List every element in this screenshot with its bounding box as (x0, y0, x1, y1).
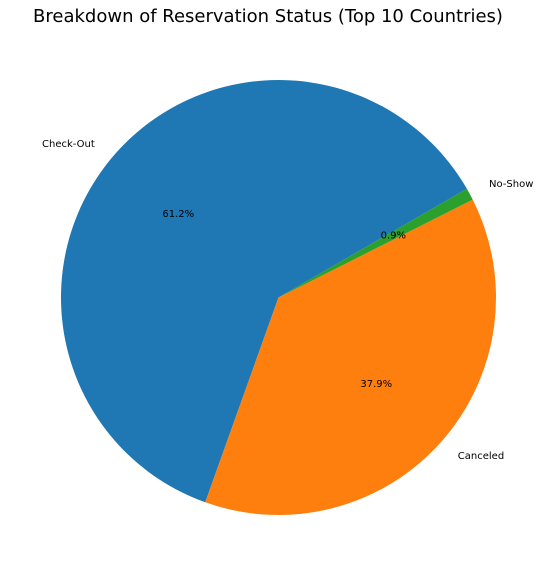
slice-label-canceled: Canceled (458, 451, 504, 462)
pie-slice-canceled (205, 199, 497, 516)
slice-label-check-out: Check-Out (42, 139, 95, 150)
chart-title: Breakdown of Reservation Status (Top 10 … (33, 6, 503, 27)
pie-slice-no-show (278, 188, 473, 298)
slice-label-no-show: No-Show (489, 179, 533, 190)
pie-slices (61, 80, 497, 516)
pie-slice-check-out (61, 80, 467, 503)
slice-percent-no-show: 0.9% (381, 230, 406, 241)
slice-percent-canceled: 37.9% (360, 379, 392, 390)
slice-percent-check-out: 61.2% (162, 209, 194, 220)
pie-labels: Check-Out 61.2% Canceled 37.9% No-Show 0.9% (42, 139, 533, 462)
